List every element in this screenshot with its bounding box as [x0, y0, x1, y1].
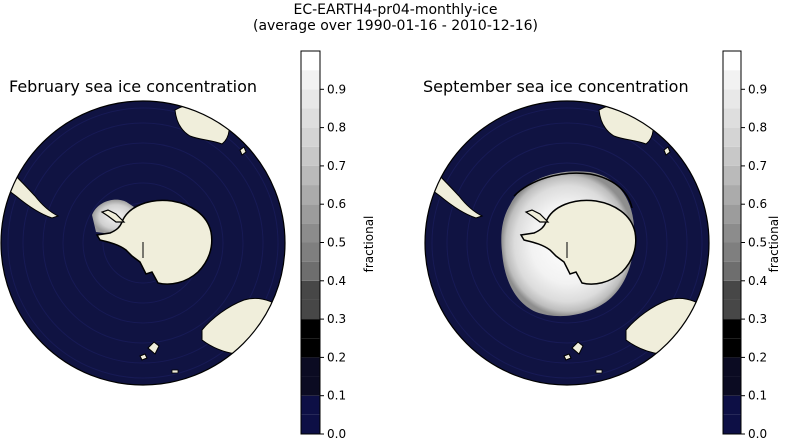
colorbar-segment — [723, 70, 741, 90]
colorbar-segment — [301, 299, 320, 320]
colorbar-tick-label-february: 0.2 — [327, 350, 346, 364]
colorbar-segment — [723, 338, 741, 358]
colorbar-tick-label-february: 0.0 — [327, 427, 346, 441]
colorbar-segment — [301, 223, 320, 243]
colorbar-tick-label-september: 0.2 — [748, 350, 767, 364]
sea-ice-edge — [513, 172, 633, 209]
colorbar-tick-label-february: 0.1 — [327, 389, 346, 403]
small-island — [595, 369, 603, 374]
colorbar-segment — [301, 127, 320, 147]
colorbar-segment — [301, 108, 320, 128]
colorbar-segment — [301, 280, 320, 300]
colorbar-segment — [301, 185, 320, 205]
colorbar-segment — [301, 242, 320, 262]
colorbar-segment — [301, 338, 320, 358]
new-zealand-landmass — [139, 341, 160, 361]
panel-title-february: February sea ice concentration — [9, 77, 258, 96]
colorbar-tick-label-september: 0.8 — [748, 121, 767, 135]
colorbar-segment — [723, 185, 741, 205]
colorbar-segment — [723, 223, 741, 243]
colorbar-segment — [301, 204, 320, 224]
colorbar-segment — [301, 357, 320, 377]
colorbar-tick-label-september: 0.4 — [748, 274, 767, 288]
colorbar-segment — [723, 299, 741, 320]
colorbar-february: 0.0 0.1 0.2 0.3 0.4 0.5 0.6 0.7 0.8 0.9 — [300, 50, 346, 441]
colorbar-segment — [723, 414, 741, 434]
colorbar-segment — [723, 280, 741, 300]
colorbar-segment — [723, 108, 741, 128]
figure-subtitle: (average over 1990-01-16 - 2010-12-16) — [252, 18, 539, 34]
colorbar-tick-label-february: 0.5 — [327, 236, 346, 250]
colorbar-segment — [723, 242, 741, 262]
antarctica-landmass — [95, 199, 213, 285]
colorbar-segment — [723, 127, 741, 147]
colorbar-segment — [723, 261, 741, 281]
colorbar-label-september: fractional — [767, 216, 781, 273]
colorbar-segment — [723, 357, 741, 377]
colorbar-segment — [723, 89, 741, 109]
colorbar-segment — [723, 51, 741, 71]
colorbar-segment — [301, 70, 320, 90]
colorbar-tick-label-september: 0.5 — [748, 236, 767, 250]
colorbar-segment — [723, 165, 741, 186]
map-boundary-february — [0, 100, 286, 386]
colorbar-tick-label-september: 0.6 — [748, 197, 767, 211]
colorbar-tick-label-september: 0.1 — [748, 389, 767, 403]
colorbar-tick-label-september: 0.0 — [748, 427, 767, 441]
colorbar-segment — [723, 395, 741, 415]
figure-title: EC-EARTH4-pr04-monthly-ice — [293, 2, 498, 18]
map-september — [425, 101, 709, 385]
colorbar-tick-label-february: 0.7 — [327, 159, 346, 173]
colorbar-segment — [301, 414, 320, 434]
map-boundary-september — [424, 100, 710, 386]
colorbar-tick-label-february: 0.3 — [327, 312, 346, 326]
colorbar-tick-label-february: 0.4 — [327, 274, 346, 288]
colorbar-segment — [301, 376, 320, 396]
colorbar-segment — [301, 165, 320, 186]
map-february — [1, 101, 285, 385]
colorbar-september: 0.0 0.1 0.2 0.3 0.4 0.5 0.6 0.7 0.8 0.9 — [722, 50, 767, 441]
small-island — [171, 369, 179, 374]
colorbar-segment — [301, 319, 320, 339]
colorbar-segment — [301, 51, 320, 71]
madagascar-landmass — [239, 146, 247, 156]
colorbar-label-february: fractional — [362, 216, 376, 273]
colorbar-segment — [301, 146, 320, 166]
antarctic-peninsula — [100, 209, 126, 223]
colorbar-segment — [723, 204, 741, 224]
colorbar-segment — [301, 89, 320, 109]
colorbar-segment — [723, 319, 741, 339]
colorbar-tick-label-february: 0.8 — [327, 121, 346, 135]
colorbar-tick-label-february: 0.6 — [327, 197, 346, 211]
colorbar-segment — [301, 395, 320, 415]
panel-title-september: September sea ice concentration — [423, 77, 689, 96]
colorbar-segment — [301, 261, 320, 281]
madagascar-landmass — [663, 146, 671, 156]
new-zealand-landmass — [563, 341, 584, 361]
colorbar-segment — [723, 146, 741, 166]
colorbar-tick-label-september: 0.7 — [748, 159, 767, 173]
antarctica-landmass — [519, 199, 637, 285]
colorbar-tick-label-september: 0.3 — [748, 312, 767, 326]
colorbar-tick-label-september: 0.9 — [748, 82, 767, 96]
colorbar-segment — [723, 376, 741, 396]
antarctic-peninsula — [524, 209, 550, 223]
colorbar-tick-label-february: 0.9 — [327, 82, 346, 96]
